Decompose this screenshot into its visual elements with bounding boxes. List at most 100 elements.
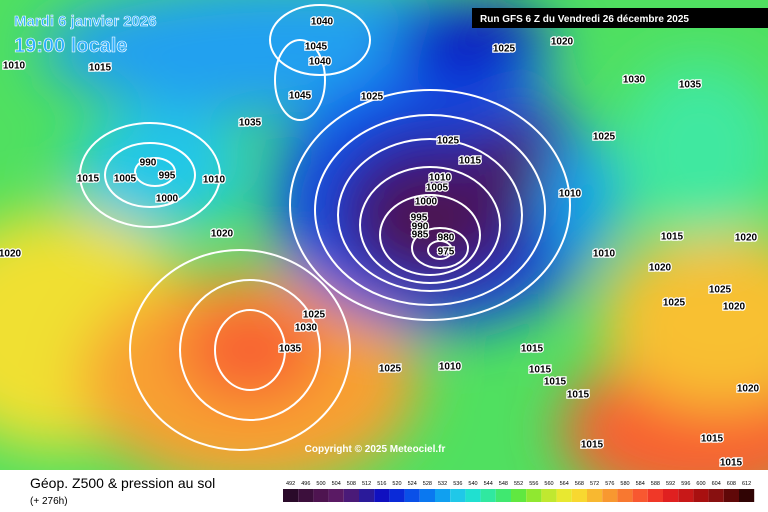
color-swatch [587, 489, 603, 502]
color-swatch [404, 489, 420, 502]
color-scale-label: 492 [286, 481, 295, 487]
run-info: Run GFS 6 Z du Vendredi 26 décembre 2025 [480, 14, 689, 25]
isobar-label: 1025 [303, 310, 326, 321]
isobar-label: 1010 [203, 175, 226, 186]
color-scale-label: 584 [636, 481, 645, 487]
color-swatch [343, 489, 359, 502]
color-scale-label: 608 [727, 481, 736, 487]
color-scale-label: 560 [544, 481, 553, 487]
color-scale-label: 540 [468, 481, 477, 487]
isobar-label: 1045 [305, 42, 328, 53]
isobar-label: 1045 [289, 91, 312, 102]
color-scale-label: 588 [651, 481, 660, 487]
color-swatch [678, 489, 694, 502]
color-scale-label: 580 [620, 481, 629, 487]
color-scale-label: 528 [423, 481, 432, 487]
isobar-label: 1020 [0, 249, 22, 260]
isobar-label: 1010 [429, 173, 452, 184]
footer-lead: (+ 276h) [30, 496, 68, 507]
color-swatch [419, 489, 435, 502]
isobar-label: 1025 [709, 285, 732, 296]
color-scale-label: 532 [438, 481, 447, 487]
forecast-date: Mardi 6 janvier 2026 [14, 13, 157, 30]
isobar-label: 990 [140, 158, 157, 169]
isobar-label: 995 [411, 213, 428, 224]
isobar-label: 990 [412, 222, 429, 233]
color-swatch [298, 489, 314, 502]
isobar-label: 1040 [309, 57, 332, 68]
isobar-label: 1015 [521, 344, 544, 355]
isobar-label: 1030 [295, 323, 318, 334]
isobar-label: 995 [159, 171, 176, 182]
isobar-label: 1015 [529, 365, 552, 376]
isobar-label: 1025 [361, 92, 384, 103]
color-scale-label: 544 [484, 481, 493, 487]
isobar-label: 975 [438, 247, 455, 258]
isobar-label: 1030 [623, 75, 646, 86]
isobar-label: 1020 [735, 233, 758, 244]
isobar-label: 980 [438, 233, 455, 244]
color-scale-label: 516 [377, 481, 386, 487]
color-scale-label: 572 [590, 481, 599, 487]
color-swatch [556, 489, 572, 502]
color-swatch [283, 489, 299, 502]
isobar-label: 1015 [77, 174, 100, 185]
color-scale-label: 600 [696, 481, 705, 487]
isobar-label: 1035 [239, 118, 262, 129]
isobars [79, 4, 571, 451]
color-scale-label: 552 [514, 481, 523, 487]
color-swatch [465, 489, 481, 502]
color-scale-label: 500 [316, 481, 325, 487]
color-swatch [663, 489, 679, 502]
isobar-labels: 1010 1015 1040 1045 1040 1045 1035 1025 1025 1020… [0, 15, 761, 470]
isobar-label: 1015 [89, 63, 112, 74]
isobar-label: 1015 [720, 458, 743, 469]
color-swatch [541, 489, 557, 502]
isobar-label: 1015 [661, 232, 684, 243]
color-swatch [526, 489, 542, 502]
isobar-label: 1025 [379, 364, 402, 375]
color-swatch [632, 489, 648, 502]
color-scale-label: 536 [453, 481, 462, 487]
forecast-time: 19:00 locale [14, 35, 127, 57]
color-scale-label: 564 [560, 481, 569, 487]
color-swatch [617, 489, 633, 502]
isobar-label: 1005 [114, 174, 137, 185]
color-swatch [328, 489, 344, 502]
color-scale-label: 568 [575, 481, 584, 487]
color-swatch [571, 489, 587, 502]
color-scale-label: 576 [605, 481, 614, 487]
color-swatch [389, 489, 405, 502]
color-scale-label: 604 [712, 481, 721, 487]
color-scale-label: 520 [392, 481, 401, 487]
isobar-label: 1000 [415, 197, 438, 208]
isobar-label: 1015 [459, 156, 482, 167]
color-swatch [313, 489, 329, 502]
color-scale-label: 496 [301, 481, 310, 487]
color-swatch [739, 489, 755, 502]
isobar-label: 1025 [437, 136, 460, 147]
isobar-label: 1020 [211, 229, 234, 240]
footer-title: Géop. Z500 & pression au sol [30, 475, 215, 491]
color-scale-label: 592 [666, 481, 675, 487]
color-swatch [693, 489, 709, 502]
isobar-label: 1005 [426, 183, 449, 194]
color-swatch [647, 489, 663, 502]
color-swatch [374, 489, 390, 502]
run-box [472, 8, 768, 28]
isobar-label: 1010 [439, 362, 462, 373]
isobar-label: 1025 [493, 44, 516, 55]
color-swatch [511, 489, 527, 502]
isobar-label: 1035 [679, 80, 702, 91]
isobar-label: 1020 [649, 263, 672, 274]
color-scale-label: 596 [681, 481, 690, 487]
isobar-label: 1010 [559, 189, 582, 200]
color-scale-label: 612 [742, 481, 751, 487]
color-scale-label: 524 [408, 481, 417, 487]
isobar-label: 1015 [581, 440, 604, 451]
color-swatch [450, 489, 466, 502]
color-scale-label: 548 [499, 481, 508, 487]
isobar-label: 1025 [663, 298, 686, 309]
color-swatch [602, 489, 618, 502]
